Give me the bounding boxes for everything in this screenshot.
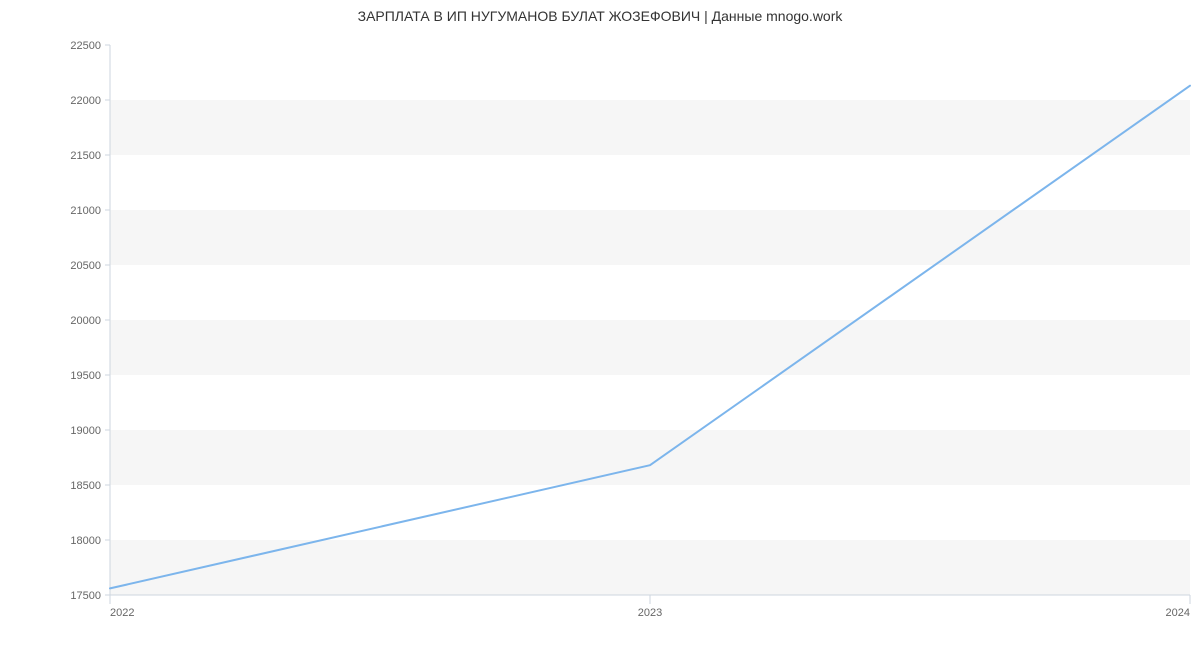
- y-tick-label: 21500: [70, 150, 101, 162]
- grid-band: [110, 265, 1190, 320]
- grid-band: [110, 375, 1190, 430]
- y-tick-label: 18500: [70, 480, 101, 492]
- grid-band: [110, 45, 1190, 100]
- x-tick-label: 2024: [1166, 607, 1190, 619]
- y-tick-label: 19500: [70, 370, 101, 382]
- grid-band: [110, 430, 1190, 485]
- grid-band: [110, 155, 1190, 210]
- grid-band: [110, 485, 1190, 540]
- y-tick-label: 21000: [70, 205, 101, 217]
- y-tick-label: 18000: [70, 535, 101, 547]
- line-chart: 17500 18000 18500 19000 19500 20000 20500 21000…: [0, 0, 1200, 650]
- grid-band: [110, 100, 1190, 155]
- x-tick-label: 2022: [110, 607, 134, 619]
- y-tick-label: 20500: [70, 260, 101, 272]
- y-tick-label: 20000: [70, 315, 101, 327]
- y-tick-label: 22000: [70, 95, 101, 107]
- grid-band: [110, 320, 1190, 375]
- y-tick-label: 19000: [70, 425, 101, 437]
- y-tick-label: 17500: [70, 590, 101, 602]
- grid-band: [110, 210, 1190, 265]
- grid-band: [110, 540, 1190, 595]
- y-tick-label: 22500: [70, 40, 101, 52]
- x-tick-label: 2023: [638, 607, 662, 619]
